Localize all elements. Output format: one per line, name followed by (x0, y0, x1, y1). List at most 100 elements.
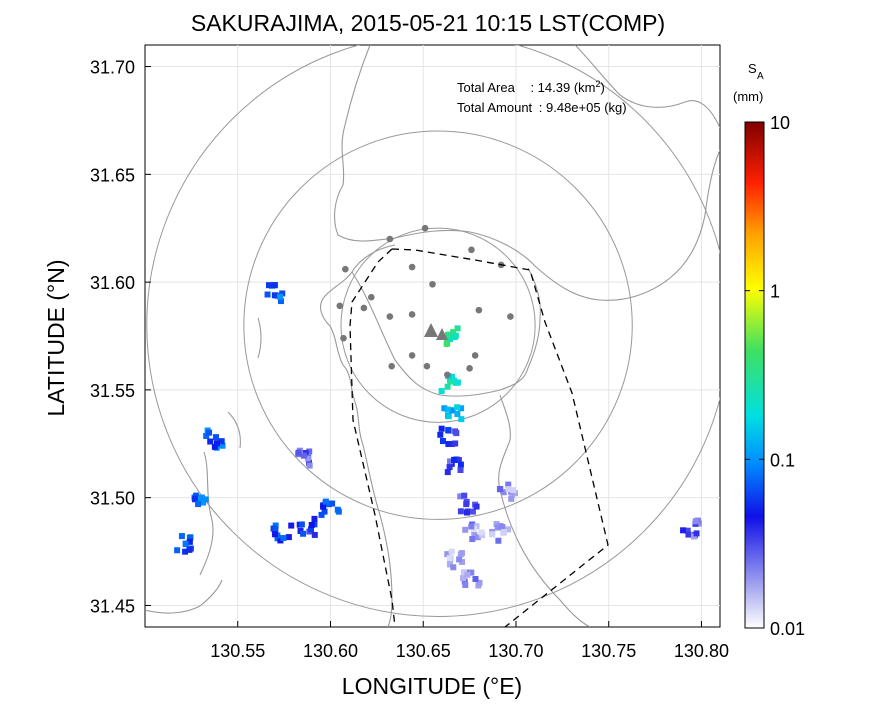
ash-deposit-pixel (450, 564, 457, 571)
coastline (145, 45, 720, 627)
total-amount-value: : 9.48e+05 (kg) (539, 100, 627, 115)
ash-deposit-pixel (693, 530, 700, 537)
station-dot (386, 313, 394, 320)
ash-deposit-pixel (696, 520, 703, 527)
ash-deposit-pixel (198, 494, 205, 501)
ash-deposit-pixel (468, 523, 475, 530)
ash-deposit-pixel (438, 425, 445, 432)
ash-deposit-pixel (206, 429, 213, 436)
station-dot (444, 371, 451, 379)
ash-deposit-pixel (277, 537, 284, 544)
ash-deposit-pixel (218, 438, 225, 445)
ash-deposit-cell (203, 427, 226, 451)
ash-deposit-cell (444, 456, 464, 476)
ash-deposit-pixel (329, 500, 336, 507)
ash-deposit-pixel (446, 464, 453, 471)
ash-deposit-pixel (461, 492, 468, 499)
ash-deposit-pixel (443, 340, 450, 347)
station-dot (408, 311, 416, 318)
ash-deposit-pixel (192, 495, 199, 502)
ash-deposit-cell (441, 404, 465, 423)
ash-deposit-pixel (448, 548, 455, 555)
y-tick-label: 31.55 (90, 381, 135, 401)
station-dot (388, 362, 395, 370)
ash-deposit-pixel (458, 550, 465, 557)
ash-deposit-pixel (469, 536, 476, 543)
ash-deposit-cell (295, 447, 313, 469)
ash-deposit-pixel (461, 578, 468, 585)
ash-deposit-pixel (198, 499, 205, 506)
ash-deposit-pixel (494, 524, 501, 531)
ash-deposit-pixel (193, 492, 200, 499)
ash-deposit-layer (174, 282, 703, 589)
x-tick-label: 130.70 (488, 641, 543, 661)
ash-deposit-pixel (321, 508, 328, 515)
ash-deposit-pixel (272, 522, 279, 529)
ash-deposit-pixel (462, 581, 469, 588)
ash-deposit-pixel (264, 291, 271, 298)
ash-deposit-pixel (452, 440, 459, 447)
ash-deposit-pixel (298, 521, 305, 528)
boundary-dashed-line (349, 248, 609, 627)
ash-deposit-pixel (505, 486, 512, 493)
y-axis-ticks: 31.45 31.50 31.55 31.60 31.65 31.70 (90, 58, 151, 616)
ash-deposit-pixel (444, 383, 451, 390)
ash-deposit-pixel (322, 498, 329, 505)
ash-deposit-pixel (445, 441, 452, 448)
colorbar-tick-label: 10 (770, 113, 790, 133)
ash-deposit-pixel (471, 531, 478, 538)
ash-deposit-pixel (308, 526, 315, 533)
station-dot (386, 235, 394, 243)
ash-deposit-pixel (308, 521, 315, 528)
ash-deposit-cell (489, 521, 512, 544)
ash-deposit-pixel (212, 434, 219, 441)
ash-deposit-cell (270, 522, 295, 544)
range-rings (146, 45, 720, 617)
ash-deposit-pixel (493, 521, 500, 528)
ash-deposit-pixel (501, 528, 508, 535)
ash-deposit-pixel (473, 503, 480, 510)
ash-deposit-pixel (277, 298, 284, 305)
ash-deposit-cell (443, 325, 461, 347)
observation-stations (336, 224, 514, 379)
ash-deposit-pixel (271, 282, 278, 289)
ash-deposit-pixel (311, 515, 318, 522)
ash-deposit-pixel (459, 575, 466, 582)
colorbar-tick-label: 0.01 (770, 619, 805, 639)
ash-deposit-pixel (186, 546, 193, 553)
ash-deposit-pixel (266, 282, 273, 289)
station-dot (360, 304, 368, 312)
x-tick-label: 130.80 (674, 641, 729, 661)
ash-deposit-pixel (186, 538, 193, 545)
ash-deposit-pixel (318, 511, 325, 518)
x-axis-ticks: 130.55 130.60 130.65 130.70 130.75 130.80 (210, 621, 729, 661)
station-dot (468, 246, 475, 254)
ash-deposit-pixel (277, 293, 284, 300)
ash-deposit-cell (296, 515, 318, 538)
ash-deposit-cell (459, 569, 483, 589)
ash-deposit-pixel (448, 373, 455, 380)
ash-deposit-pixel (450, 329, 457, 336)
colorbar-title-sub: A (757, 71, 764, 82)
ash-deposit-pixel (280, 535, 287, 542)
ash-deposit-cell (462, 521, 486, 543)
x-axis-label: LONGITUDE (°E) (342, 673, 522, 699)
station-dot (408, 352, 416, 359)
ash-deposit-pixel (451, 456, 458, 463)
y-tick-label: 31.60 (90, 273, 135, 293)
ash-deposit-pixel (505, 526, 512, 533)
ash-deposit-pixel (454, 410, 461, 417)
ash-deposit-pixel (478, 529, 485, 536)
colorbar-tick-label: 0.1 (770, 450, 795, 470)
ash-deposit-pixel (272, 526, 279, 533)
ash-deposit-pixel (207, 438, 214, 445)
station-dot (421, 224, 429, 232)
ash-deposit-pixel (505, 481, 512, 488)
total-area-exp: 2 (595, 79, 600, 89)
ash-deposit-pixel (203, 432, 210, 439)
ash-deposit-pixel (453, 379, 460, 386)
ash-deposit-pixel (474, 534, 481, 541)
ash-deposit-pixel (508, 495, 515, 502)
ash-deposit-pixel (449, 440, 456, 447)
